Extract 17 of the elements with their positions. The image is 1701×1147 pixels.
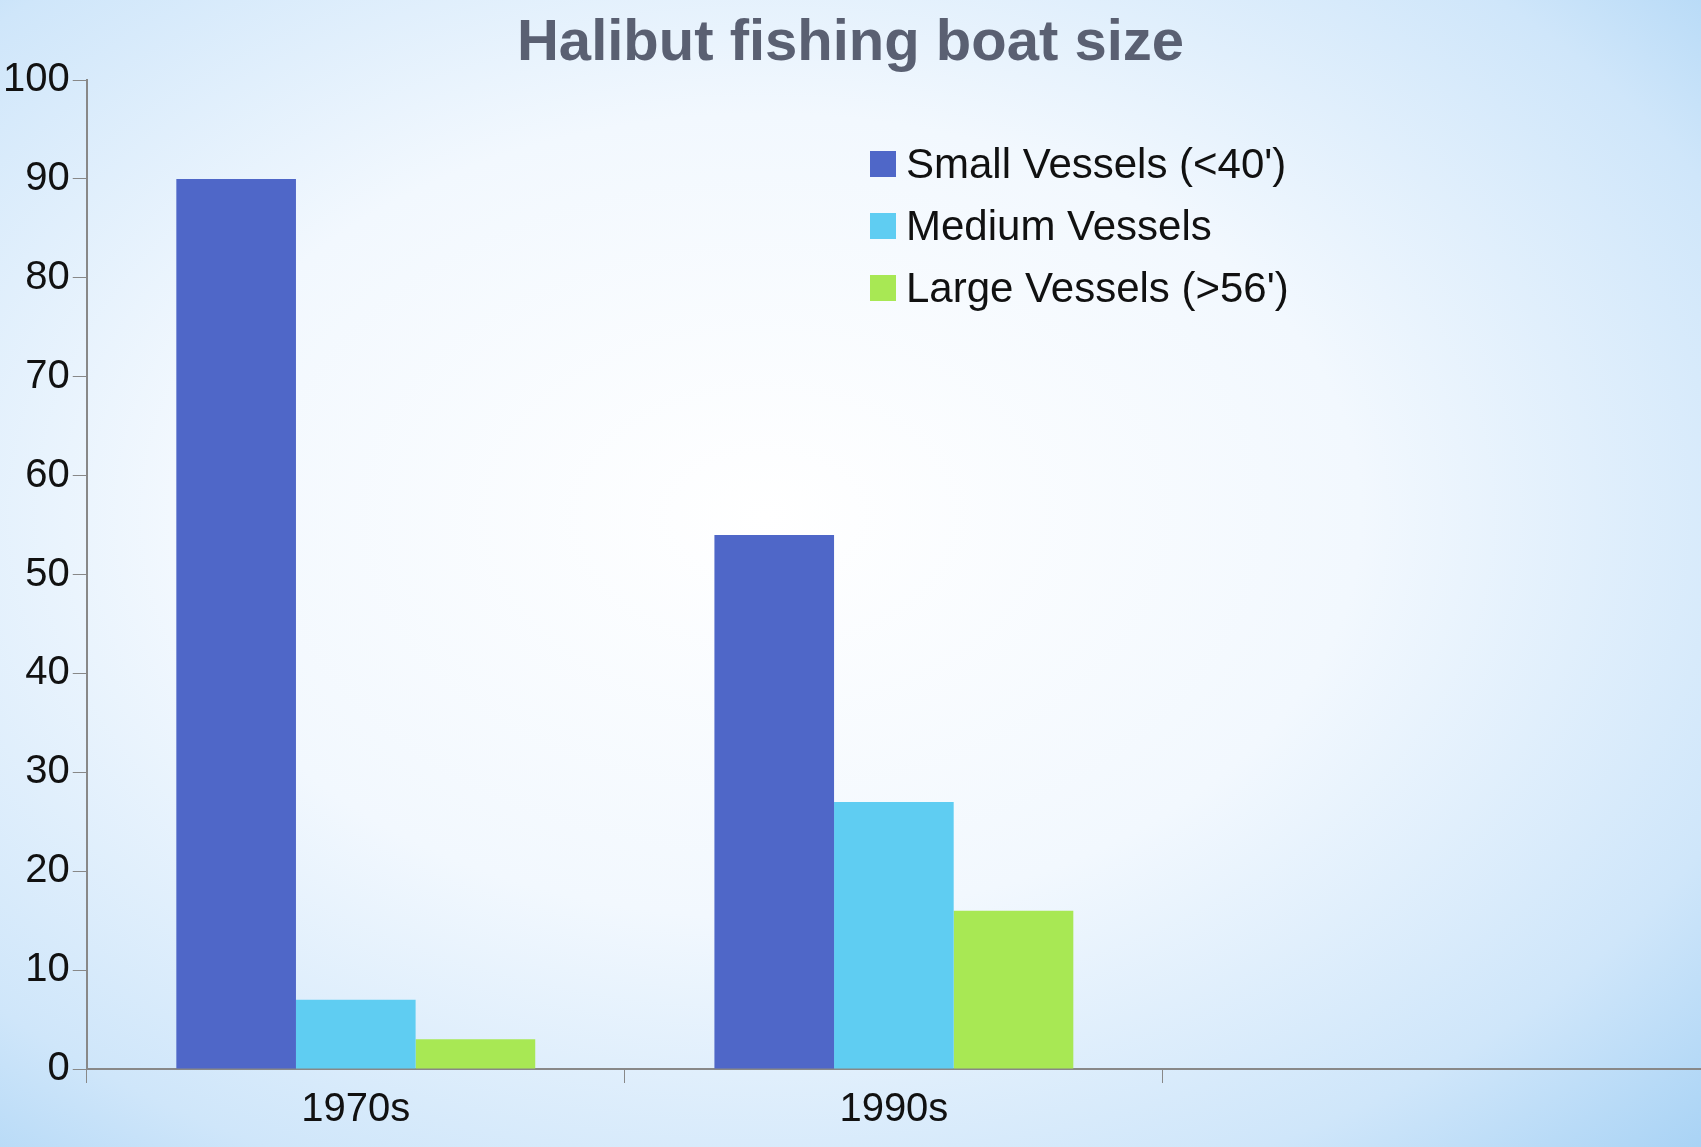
y-tick-label: 10 <box>25 945 70 990</box>
y-tick-label: 20 <box>25 846 70 891</box>
y-tick-label: 70 <box>25 351 70 396</box>
legend-label: Small Vessels (<40') <box>906 140 1287 188</box>
legend-label: Large Vessels (>56') <box>906 264 1289 312</box>
y-tick-label: 50 <box>25 549 70 594</box>
chart-title: Halibut fishing boat size <box>516 7 1185 72</box>
y-tick-label: 100 <box>2 55 70 100</box>
x-tick-label: 1990s <box>839 1085 949 1130</box>
x-tick-label: 1970s <box>301 1085 411 1130</box>
y-tick-label: 60 <box>25 450 70 495</box>
y-tick-label: 0 <box>47 1044 70 1089</box>
y-tick-label: 90 <box>25 153 70 198</box>
y-tick-label: 30 <box>25 747 70 792</box>
y-tick-label: 80 <box>25 252 70 297</box>
y-tick-label: 40 <box>25 648 70 693</box>
legend-label: Medium Vessels <box>906 202 1212 250</box>
